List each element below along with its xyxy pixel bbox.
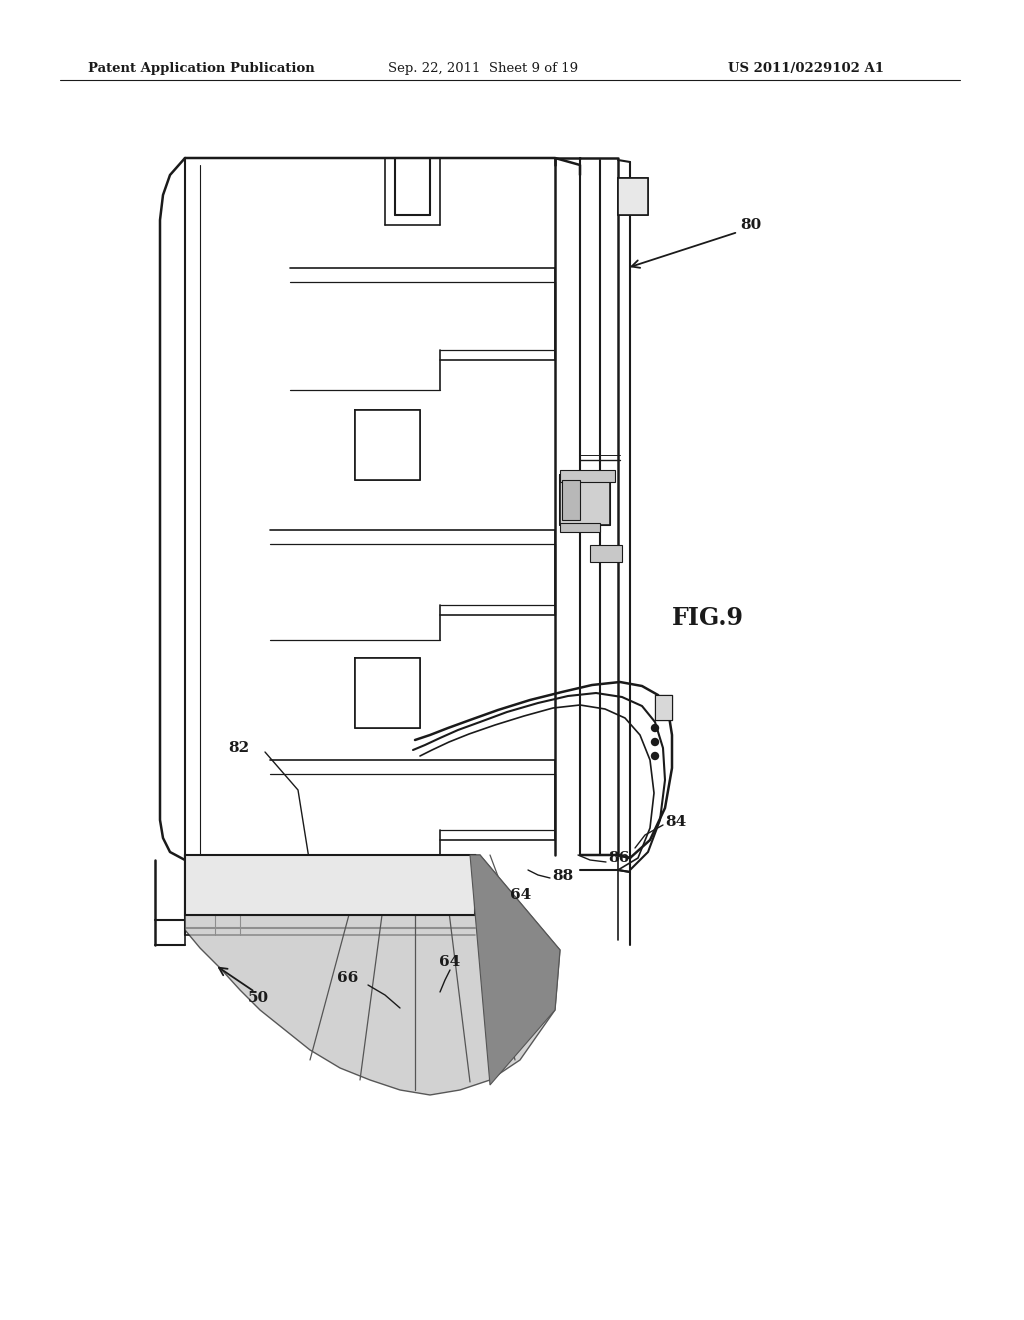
Polygon shape — [560, 475, 610, 525]
Polygon shape — [590, 545, 622, 562]
Text: 86: 86 — [608, 851, 630, 865]
Text: 50: 50 — [248, 991, 268, 1005]
Text: FIG.9: FIG.9 — [672, 606, 744, 630]
Text: 84: 84 — [665, 814, 686, 829]
Text: 64: 64 — [510, 888, 531, 902]
Polygon shape — [185, 855, 475, 915]
Polygon shape — [185, 855, 560, 1096]
Text: US 2011/0229102 A1: US 2011/0229102 A1 — [728, 62, 884, 75]
Text: 80: 80 — [740, 218, 761, 232]
Polygon shape — [560, 470, 615, 482]
Text: 64: 64 — [439, 954, 461, 969]
Polygon shape — [560, 523, 600, 532]
Polygon shape — [470, 855, 560, 1085]
Circle shape — [651, 752, 658, 759]
Polygon shape — [618, 178, 648, 215]
Polygon shape — [355, 411, 420, 480]
Circle shape — [651, 738, 658, 746]
Polygon shape — [655, 696, 672, 719]
Polygon shape — [355, 657, 420, 729]
Polygon shape — [562, 480, 580, 520]
Text: 66: 66 — [337, 972, 358, 985]
Text: 82: 82 — [228, 741, 249, 755]
Circle shape — [651, 725, 658, 731]
Text: 88: 88 — [552, 869, 573, 883]
Text: Patent Application Publication: Patent Application Publication — [88, 62, 314, 75]
Text: Sep. 22, 2011  Sheet 9 of 19: Sep. 22, 2011 Sheet 9 of 19 — [388, 62, 579, 75]
